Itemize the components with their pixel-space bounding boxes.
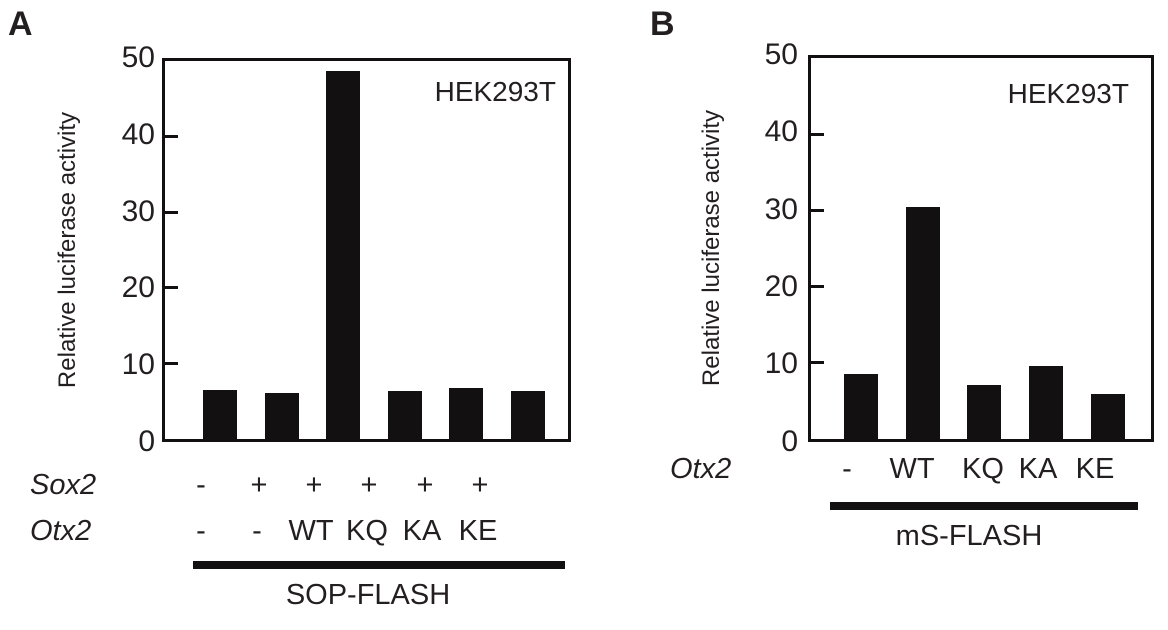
panel-a-bar-6 [511, 390, 545, 439]
panel-b-ytick-40: 40 [764, 115, 798, 148]
panel-b-cell-line-label: HEK293T [1007, 78, 1129, 109]
panel-a-bar-2 [265, 392, 299, 439]
panel-b-letter: B [650, 5, 675, 43]
panel-a-tickmark-10 [165, 362, 178, 365]
panel-a-otx2-cond-2: - [252, 515, 262, 547]
panel-a-row-label-otx2: Otx2 [30, 515, 92, 547]
panel-a-otx2-cond-1: - [196, 515, 206, 547]
panel-b-tickmark-20 [811, 285, 824, 288]
panel-a-ytick-50: 50 [121, 41, 155, 74]
panel-a-bar-4 [388, 390, 422, 439]
panel-b-tickmark-40 [811, 133, 824, 136]
panel-a-tickmark-20 [165, 286, 178, 289]
panel-a-otx2-cond-3: WT [288, 515, 334, 547]
panel-b-bar-2 [906, 206, 940, 439]
panel-a-sox2-cond-4: + [360, 469, 378, 501]
panel-a-reporter-underline [193, 561, 565, 569]
panel-a-otx2-cond-6: KE [458, 515, 498, 547]
panel-a-ytick-30: 30 [121, 195, 155, 228]
panel-a-row-label-sox2: Sox2 [30, 469, 97, 501]
panel-a-plot-area: HEK293T [162, 58, 571, 442]
panel-a-ytick-20: 20 [121, 271, 155, 304]
panel-a-bar-1 [203, 389, 237, 439]
panel-b-otx2-cond-5: KE [1075, 453, 1115, 485]
panel-a-sox2-cond-6: + [471, 469, 489, 501]
panel-b-reporter-label: mS-FLASH [895, 520, 1043, 552]
panel-a-y-axis-label: Relative luciferase activity [54, 111, 81, 389]
panel-b-ytick-10: 10 [764, 347, 798, 380]
panel-b-tickmark-10 [811, 361, 824, 364]
panel-a-ytick-0: 0 [138, 425, 155, 458]
panel-a-reporter-label: SOP-FLASH [285, 579, 451, 611]
panel-b-otx2-cond-2: WT [889, 453, 935, 485]
panel-b-plot-area: HEK293T [808, 55, 1154, 442]
panel-a-cell-line-label: HEK293T [434, 76, 556, 107]
panel-b-reporter-underline [830, 502, 1138, 510]
panel-b-ytick-0: 0 [781, 425, 798, 458]
panel-b-otx2-cond-3: KQ [962, 453, 1004, 485]
panel-b-bar-1 [844, 374, 878, 439]
panel-b-y-axis-label: Relative luciferase activity [698, 109, 725, 387]
panel-a-sox2-cond-3: + [305, 469, 323, 501]
panel-a-sox2-cond-1: - [196, 469, 206, 501]
panel-a-bar-3 [326, 70, 360, 439]
panel-b-bar-4 [1029, 365, 1063, 439]
panel-b-row-label-otx2: Otx2 [670, 453, 732, 485]
panel-b-otx2-cond-1: - [842, 453, 852, 485]
panel-a-otx2-cond-4: KQ [346, 515, 388, 547]
panel-b-otx2-cond-4: KA [1018, 453, 1058, 485]
panel-b-tickmark-30 [811, 209, 824, 212]
panel-a-bar-5 [449, 387, 483, 439]
panel-b-ytick-50: 50 [764, 38, 798, 71]
panel-b-bar-5 [1091, 394, 1125, 439]
panel-a-ytick-10: 10 [121, 348, 155, 381]
panel-a-letter: A [8, 5, 33, 43]
panel-a-tickmark-30 [165, 211, 178, 214]
panel-a-sox2-cond-2: + [250, 469, 268, 501]
panel-a-ytick-40: 40 [121, 118, 155, 151]
panel-a-sox2-cond-5: + [416, 469, 434, 501]
panel-b-bar-3 [967, 384, 1001, 439]
panel-a-tickmark-40 [165, 135, 178, 138]
panel-b-ytick-30: 30 [764, 193, 798, 226]
panel-b-ytick-20: 20 [764, 270, 798, 303]
panel-a-otx2-cond-5: KA [402, 515, 442, 547]
